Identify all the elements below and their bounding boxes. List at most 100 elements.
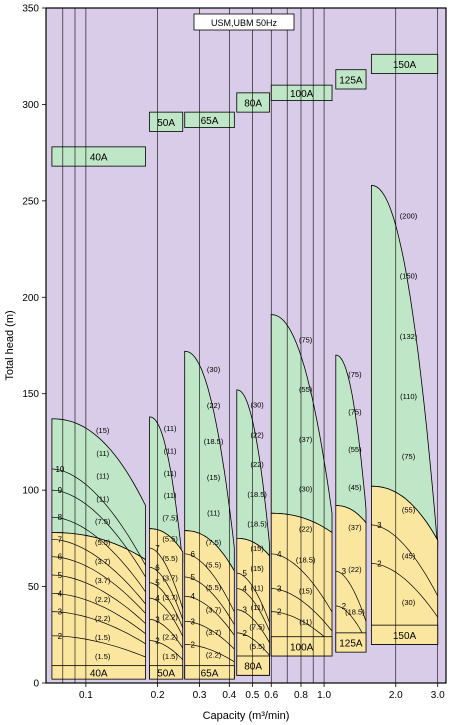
lower-size-box-125A — [335, 632, 367, 653]
stage-curve — [335, 605, 367, 641]
lower-band-40A — [51, 532, 146, 680]
stage-curve — [371, 563, 438, 618]
stage-curve — [51, 574, 146, 624]
y-tick-label: 100 — [22, 486, 39, 497]
stage-curve — [51, 635, 146, 658]
lower-size-label: 150A — [393, 631, 417, 642]
title-box — [193, 13, 295, 31]
stage-curve — [184, 553, 235, 613]
y-tick-label: 350 — [22, 4, 39, 15]
y-tick-label: 0 — [33, 679, 39, 690]
motor-label: (110) — [400, 392, 417, 401]
stage-label: 4 — [243, 585, 248, 594]
motor-label: (2.2) — [95, 595, 111, 604]
stage-label: 2 — [243, 629, 248, 638]
motor-label: (2.2) — [162, 632, 178, 641]
x-tick-label: 3.0 — [431, 690, 445, 701]
x-tick-label: 0.1 — [79, 690, 93, 701]
stage-curve — [51, 489, 146, 578]
motor-label: (150) — [400, 272, 418, 281]
stage-label: 9 — [58, 486, 63, 495]
motor-label: (11) — [96, 449, 109, 458]
stage-label: 4 — [58, 589, 63, 598]
motor-label: (15) — [207, 473, 221, 482]
stage-label: 3 — [243, 606, 248, 615]
motor-label: (18.5) — [204, 437, 224, 446]
motor-label: (55) — [348, 445, 362, 454]
stage-curve — [51, 592, 146, 634]
upper-size-box-125A — [335, 69, 367, 90]
stage-curve — [236, 588, 270, 632]
motor-label: (18.5) — [247, 520, 267, 529]
motor-label: (11) — [164, 446, 177, 455]
motor-label: (11) — [207, 509, 220, 518]
motor-label: (5.5) — [206, 583, 222, 592]
motor-label: (37) — [348, 523, 362, 532]
motor-label: (3.7) — [162, 574, 178, 583]
motor-label: (15) — [299, 586, 313, 595]
upper-size-label: 80A — [244, 99, 262, 110]
x-tick-label: 0.3 — [193, 690, 207, 701]
stage-label: 3 — [342, 567, 347, 576]
motor-label: (3.7) — [95, 576, 111, 585]
motor-label: (11) — [251, 583, 264, 592]
motor-label: (30) — [207, 365, 221, 374]
stage-curve — [149, 619, 183, 649]
motor-label: (75) — [348, 408, 362, 417]
lower-size-box-65A — [184, 665, 235, 680]
motor-label: (5.5) — [162, 554, 178, 563]
stage-label: 2 — [377, 559, 382, 568]
stage-curve — [236, 632, 270, 656]
motor-label: (22) — [250, 460, 264, 469]
upper-size-label: 150A — [393, 60, 417, 71]
stage-label: 7 — [58, 535, 63, 544]
motor-label: (15) — [250, 564, 264, 573]
lower-band-100A — [270, 512, 333, 657]
motor-label: (3.7) — [206, 628, 222, 637]
motor-label: (7.5) — [249, 623, 265, 632]
stage-curve — [335, 570, 367, 622]
x-tick-label: 2.0 — [389, 690, 403, 701]
upper-size-box-80A — [236, 92, 270, 113]
stage-label: 5 — [58, 571, 63, 580]
lower-size-label: 65A — [201, 668, 219, 679]
size-bands: 2 3 4 5 6 7 8 9 10 (1.5) (1.5) (2.2) (2.2) (3.7) (3.7)… — [51, 53, 439, 680]
lower-band-80A — [236, 538, 270, 676]
motor-label: (3.7) — [95, 557, 111, 566]
stage-curve — [236, 572, 270, 623]
motor-label: (22) — [299, 525, 313, 534]
stage-curve — [184, 620, 235, 650]
stage-curve — [184, 644, 235, 663]
motor-label: (22) — [250, 430, 264, 439]
stage-curve — [149, 640, 183, 660]
motor-label: (30) — [299, 484, 313, 493]
y-tick-label: 150 — [22, 389, 39, 400]
motor-label: (1.5) — [95, 652, 111, 661]
motor-label: (132) — [400, 332, 418, 341]
lower-size-label: 100A — [290, 642, 314, 653]
stage-curve — [236, 609, 270, 643]
stage-curve — [51, 611, 146, 645]
motor-label: (2.2) — [162, 613, 178, 622]
motor-label: (11) — [299, 617, 312, 626]
motor-label: (7.5) — [162, 514, 178, 523]
motor-label: (30) — [250, 401, 264, 410]
motor-label: (3.7) — [162, 593, 178, 602]
plot-frame — [45, 7, 447, 684]
motor-label: (7.5) — [95, 517, 111, 526]
lower-size-label: 80A — [244, 662, 262, 673]
lower-size-box-80A — [236, 655, 270, 676]
stage-label: 2 — [342, 602, 347, 611]
motor-label: (11) — [164, 469, 177, 478]
motor-label: (18.5) — [247, 490, 267, 499]
x-tick-label: 0.2 — [151, 690, 165, 701]
motor-label: (75) — [299, 335, 313, 344]
chart-title: USM,UBM 50Hz — [211, 18, 278, 28]
motor-label: (7.5) — [206, 538, 222, 547]
y-tick-label: 200 — [22, 293, 39, 304]
motor-label: (1.5) — [162, 652, 178, 661]
lower-size-label: 40A — [90, 668, 108, 679]
upper-size-label: 65A — [201, 116, 219, 127]
stage-curve — [271, 553, 333, 613]
motor-label: (55) — [402, 505, 416, 514]
